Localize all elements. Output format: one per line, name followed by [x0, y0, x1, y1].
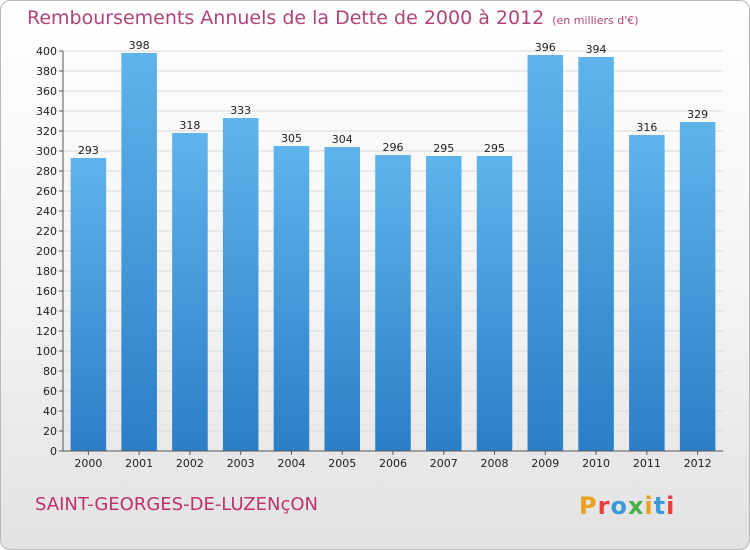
commune-name: SAINT-GEORGES-DE-LUZENçON	[35, 494, 318, 515]
x-tick-label-2002: 2002	[176, 457, 204, 470]
x-tick-label-2000: 2000	[74, 457, 102, 470]
logo-letter: i	[666, 492, 676, 520]
y-tick-label: 0	[50, 445, 57, 458]
bar-2012	[679, 122, 716, 451]
y-tick-label: 80	[43, 365, 57, 378]
data-label-2004: 305	[281, 132, 302, 145]
y-tick-label: 220	[36, 225, 57, 238]
chart-title: Remboursements Annuels de la Dette de 20…	[27, 7, 639, 29]
bars: 293 398 318 333 305 304 296 295 295 396 394 316 329	[70, 39, 716, 451]
y-tick-label: 60	[43, 385, 57, 398]
x-tick-label-2007: 2007	[430, 457, 458, 470]
x-tick-label-2008: 2008	[481, 457, 509, 470]
y-tick-label: 160	[36, 285, 57, 298]
bar-2007	[426, 156, 462, 451]
bar-2010	[578, 57, 614, 451]
y-tick-label: 140	[36, 305, 57, 318]
bar-2004	[273, 146, 310, 451]
y-tick-label: 100	[36, 345, 57, 358]
y-tick-label: 260	[36, 185, 57, 198]
y-tick-label: 180	[36, 265, 57, 278]
y-tick-label: 320	[36, 125, 57, 138]
axes: 0 20 40 60 80 100 120 140 160 180 200 220 240 260 280 3…	[36, 45, 723, 470]
logo-letter: x	[627, 492, 645, 520]
y-tick-label: 300	[36, 145, 57, 158]
y-tick-label: 20	[43, 425, 57, 438]
data-label-2009: 396	[535, 41, 556, 54]
logo-letter: o	[610, 492, 628, 520]
y-tick-label: 200	[36, 245, 57, 258]
data-label-2002: 318	[179, 119, 200, 132]
logo-letter: t	[653, 492, 667, 520]
x-tick-label-2005: 2005	[328, 457, 356, 470]
data-label-2008: 295	[484, 142, 505, 155]
y-tick-label: 360	[36, 85, 57, 98]
data-label-2012: 329	[687, 108, 708, 121]
x-tick-label-2001: 2001	[125, 457, 153, 470]
bar-2001	[121, 53, 157, 451]
y-tick-label: 380	[36, 65, 57, 78]
bar-2008	[476, 156, 513, 451]
x-tick-label-2003: 2003	[227, 457, 255, 470]
x-tick-label-2010: 2010	[582, 457, 610, 470]
y-tick-label: 120	[36, 325, 57, 338]
y-tick-label: 400	[36, 45, 57, 58]
bar-2009	[527, 55, 564, 451]
data-label-2007: 295	[433, 142, 454, 155]
bar-2003	[222, 118, 259, 451]
logo-letter: i	[644, 492, 654, 520]
logo-letter: r	[597, 492, 611, 520]
data-label-2006: 296	[383, 141, 404, 154]
chart-title-text: Remboursements Annuels de la Dette de 20…	[27, 7, 545, 29]
logo-letter: P	[579, 492, 598, 520]
data-label-2003: 333	[230, 104, 251, 117]
y-tick-label: 40	[43, 405, 57, 418]
x-tick-label-2009: 2009	[531, 457, 559, 470]
y-tick-label: 240	[36, 205, 57, 218]
proxiti-logo[interactable]: Proxiti	[579, 492, 675, 520]
y-tick-label: 280	[36, 165, 57, 178]
bar-2002	[172, 133, 208, 451]
bar-2000	[70, 158, 107, 451]
data-label-2001: 398	[129, 39, 150, 52]
x-tick-label-2006: 2006	[379, 457, 407, 470]
x-tick-label-2012: 2012	[684, 457, 712, 470]
x-tick-label-2004: 2004	[277, 457, 305, 470]
chart-unit: (en milliers d'€)	[552, 14, 639, 27]
data-label-2005: 304	[332, 133, 353, 146]
data-label-2011: 316	[636, 121, 657, 134]
data-label-2000: 293	[78, 144, 99, 157]
y-tick-label: 340	[36, 105, 57, 118]
data-label-2010: 394	[586, 43, 607, 56]
x-tick-label-2011: 2011	[633, 457, 661, 470]
bar-2006	[375, 155, 411, 451]
bar-2005	[324, 147, 360, 451]
bar-2011	[629, 135, 665, 451]
